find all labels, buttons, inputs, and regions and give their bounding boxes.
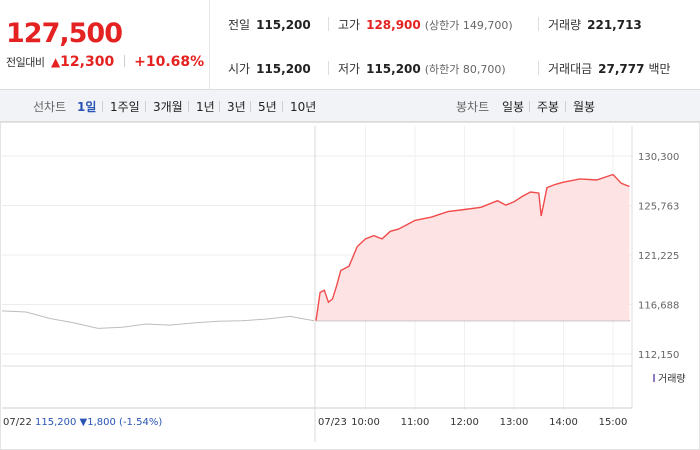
divider: [188, 101, 189, 112]
stat-value: 115,200: [256, 62, 311, 76]
y-tick-label: 112,150: [638, 350, 679, 361]
current-price: 127,500: [6, 18, 123, 49]
divider: [219, 101, 220, 112]
divider: [282, 101, 283, 112]
divider: [123, 55, 125, 67]
change-amount-value: 12,300: [60, 54, 115, 70]
divider: [145, 101, 146, 112]
x-tick-label: 15:00: [599, 417, 628, 428]
stat-value: 27,777: [598, 62, 645, 76]
stat-turnover: 거래대금 27,777 백만: [548, 60, 671, 77]
tab-3m[interactable]: 3개월: [153, 100, 183, 114]
lower-limit: (하한가 80,700): [424, 63, 506, 76]
stat-volume: 거래량 221,713: [548, 16, 642, 33]
y-tick-label: 130,300: [638, 152, 679, 163]
stat-label: 거래대금: [548, 62, 593, 76]
tab-1y[interactable]: 1년: [196, 100, 215, 114]
stat-label: 전일: [228, 18, 251, 32]
change-label: 전일대비: [6, 56, 45, 69]
stat-label: 저가: [338, 62, 361, 76]
tab-monthly-candle[interactable]: 월봉: [573, 100, 596, 114]
prev-day-info: 115,200 ▼1,800 (-1.54%): [35, 417, 162, 428]
today-series-line: [315, 173, 630, 321]
divider: [328, 17, 329, 31]
stat-label: 고가: [338, 18, 361, 32]
y-tick-label: 125,763: [638, 202, 679, 213]
stat-low: 저가 115,200 (하한가 80,700): [338, 60, 506, 77]
today-series-area: [316, 174, 630, 321]
line-chart-label: 선차트: [33, 100, 67, 114]
upper-limit: (상한가 149,700): [424, 19, 513, 32]
change-row: 전일대비 ▲12,300 +10.68%: [6, 54, 204, 70]
price-box: 127,500 전일대비 ▲12,300 +10.68%: [0, 0, 210, 90]
prev-date-label: 07/22: [3, 417, 32, 428]
x-tick-label: 12:00: [450, 417, 479, 428]
divider: [538, 61, 539, 75]
stat-open: 시가 115,200: [228, 60, 311, 77]
quote-header: 127,500 전일대비 ▲12,300 +10.68% 전일 115,200 고…: [0, 0, 700, 90]
today-date-label: 07/23: [318, 417, 347, 428]
x-tick-label: 10:00: [351, 417, 380, 428]
stat-high: 고가 128,900 (상한가 149,700): [338, 16, 513, 33]
stat-value: 115,200: [256, 18, 311, 32]
divider: [250, 101, 251, 112]
volume-label: 거래량: [658, 373, 686, 385]
stat-prev-close: 전일 115,200: [228, 16, 311, 33]
tab-3y[interactable]: 3년: [227, 100, 246, 114]
stat-label: 시가: [228, 62, 251, 76]
change-amount: ▲12,300: [51, 54, 114, 70]
divider: [328, 61, 329, 75]
tab-1w[interactable]: 1주일: [110, 100, 140, 114]
divider: [102, 101, 103, 112]
y-tick-label: 116,688: [638, 301, 679, 312]
tab-5y[interactable]: 5년: [258, 100, 277, 114]
up-arrow-icon: ▲: [50, 55, 61, 69]
divider: [538, 17, 539, 31]
x-tick-label: 14:00: [549, 417, 578, 428]
tab-weekly-candle[interactable]: 주봉: [537, 100, 560, 114]
change-rate: +10.68%: [134, 54, 205, 70]
period-tabs: 선차트 1일 1주일 3개월 1년 3년 5년 10년 봉차트 일봉 주봉 월봉: [0, 90, 700, 122]
tab-1d[interactable]: 1일: [77, 100, 97, 114]
price-chart: 130,300 125,763 121,225 116,688 112,150 거래량 07…: [0, 122, 700, 450]
stat-value: 115,200: [366, 62, 421, 76]
stat-label: 거래량: [548, 18, 582, 32]
stat-value: 221,713: [587, 18, 642, 32]
tab-10y[interactable]: 10년: [290, 100, 317, 114]
y-tick-label: 121,225: [638, 251, 679, 262]
x-tick-label: 13:00: [500, 417, 529, 428]
volume-legend-swatch: [653, 374, 655, 382]
candle-chart-label: 봉차트: [456, 100, 490, 114]
prev-day-series-line: [1, 310, 315, 329]
tab-daily-candle[interactable]: 일봉: [502, 100, 525, 114]
price-chart-svg: 130,300 125,763 121,225 116,688 112,150 거래량 07…: [0, 122, 700, 450]
x-tick-label: 11:00: [401, 417, 430, 428]
divider: [565, 101, 566, 112]
stat-value: 128,900: [366, 18, 421, 32]
stat-unit: 백만: [648, 62, 671, 76]
divider: [529, 101, 530, 112]
